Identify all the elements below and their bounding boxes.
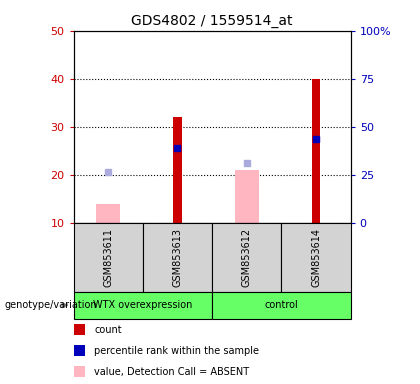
Bar (312, 79, 320, 223)
Text: GSM853612: GSM853612 (242, 228, 252, 287)
Text: count: count (94, 325, 122, 335)
Text: percentile rank within the sample: percentile rank within the sample (94, 346, 260, 356)
Text: GSM853613: GSM853613 (173, 228, 182, 287)
Bar (281, 223, 351, 292)
Text: control: control (265, 300, 298, 310)
Title: GDS4802 / 1559514_at: GDS4802 / 1559514_at (131, 14, 293, 28)
Bar (143, 223, 212, 292)
Bar (212, 292, 351, 319)
Bar (96, 204, 120, 223)
Text: value, Detection Call = ABSENT: value, Detection Call = ABSENT (94, 367, 249, 377)
Text: WTX overexpression: WTX overexpression (93, 300, 192, 310)
Text: GSM853611: GSM853611 (103, 228, 113, 287)
Bar (74, 223, 143, 292)
Text: GSM853614: GSM853614 (311, 228, 321, 287)
Text: genotype/variation: genotype/variation (4, 300, 97, 310)
Bar (173, 117, 181, 223)
Bar (212, 223, 281, 292)
Bar (74, 292, 212, 319)
Bar (235, 170, 259, 223)
